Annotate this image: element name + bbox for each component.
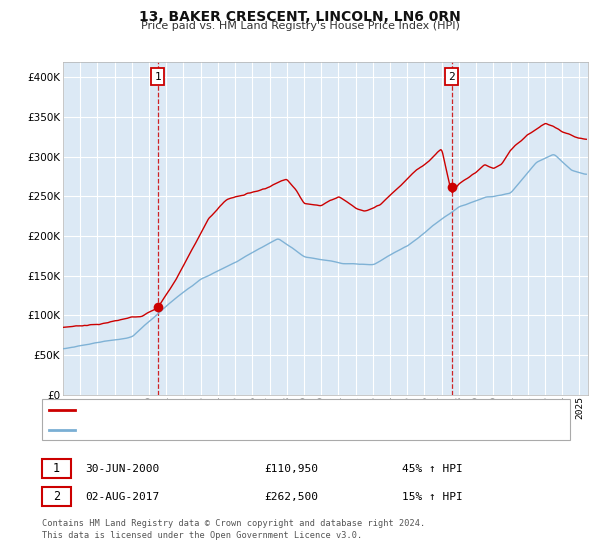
Text: 13, BAKER CRESCENT, LINCOLN, LN6 0RN: 13, BAKER CRESCENT, LINCOLN, LN6 0RN xyxy=(139,10,461,24)
Text: 30-JUN-2000: 30-JUN-2000 xyxy=(85,464,160,474)
Text: 02-AUG-2017: 02-AUG-2017 xyxy=(85,492,160,502)
Text: This data is licensed under the Open Government Licence v3.0.: This data is licensed under the Open Gov… xyxy=(42,531,362,540)
Text: Price paid vs. HM Land Registry's House Price Index (HPI): Price paid vs. HM Land Registry's House … xyxy=(140,21,460,31)
Text: 15% ↑ HPI: 15% ↑ HPI xyxy=(402,492,463,502)
Text: £262,500: £262,500 xyxy=(264,492,318,502)
Text: Contains HM Land Registry data © Crown copyright and database right 2024.: Contains HM Land Registry data © Crown c… xyxy=(42,519,425,528)
Text: HPI: Average price, detached house, Lincoln: HPI: Average price, detached house, Linc… xyxy=(79,424,348,435)
Text: 13, BAKER CRESCENT, LINCOLN, LN6 0RN (detached house): 13, BAKER CRESCENT, LINCOLN, LN6 0RN (de… xyxy=(79,405,410,415)
Text: 2: 2 xyxy=(448,72,455,82)
Text: 1: 1 xyxy=(154,72,161,82)
Text: 45% ↑ HPI: 45% ↑ HPI xyxy=(402,464,463,474)
Text: 2: 2 xyxy=(53,490,60,503)
Text: £110,950: £110,950 xyxy=(264,464,318,474)
Text: 1: 1 xyxy=(53,462,60,475)
